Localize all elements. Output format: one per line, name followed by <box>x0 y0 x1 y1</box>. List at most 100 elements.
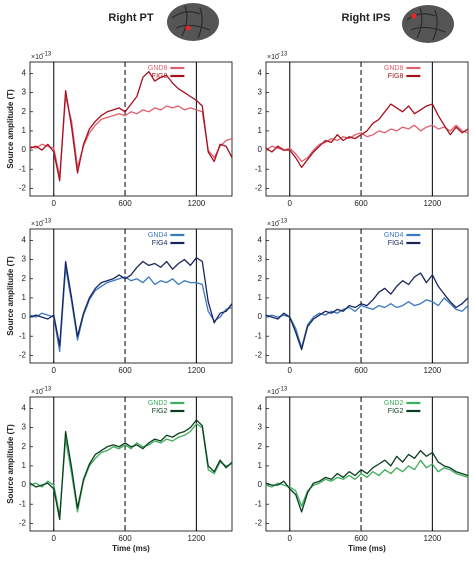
y-tick-label: -1 <box>19 164 27 173</box>
y-tick-label: -2 <box>255 350 263 359</box>
y-tick-label: 3 <box>258 255 263 264</box>
series-line <box>265 272 469 351</box>
legend-label: GND4 <box>148 232 168 239</box>
series-line <box>265 124 469 163</box>
y-tick-label: 2 <box>258 274 263 283</box>
legend-label: FIG4 <box>152 240 168 247</box>
series-line <box>265 297 469 349</box>
y-tick-label: 2 <box>258 442 263 451</box>
y-tick-label: -1 <box>19 331 27 340</box>
y-scale-exponent: −13 <box>41 52 52 58</box>
series-line <box>265 459 469 507</box>
legend-label: GND2 <box>384 400 404 407</box>
y-scale-base: ×10 <box>267 54 279 61</box>
y-tick-label: 1 <box>22 293 27 302</box>
x-tick-label: 0 <box>288 199 293 208</box>
y-tick-label: -2 <box>255 518 263 527</box>
legend-label: GND2 <box>148 400 168 407</box>
legend-label: FIG8 <box>152 73 168 80</box>
y-tick-label: 3 <box>258 88 263 97</box>
y-tick-label: 3 <box>22 423 27 432</box>
series-line <box>265 449 469 513</box>
y-scale-base: ×10 <box>267 221 279 228</box>
y-scale-exponent: −13 <box>277 52 288 58</box>
x-tick-label: 1200 <box>423 199 441 208</box>
y-tick-label: 2 <box>22 274 27 283</box>
y-tick-label: 4 <box>22 236 27 245</box>
y-tick-label: -2 <box>19 183 27 192</box>
legend-label: FIG2 <box>152 408 168 415</box>
y-scale-base: ×10 <box>31 221 43 228</box>
y-tick-label: 0 <box>258 312 263 321</box>
y-tick-label: 0 <box>22 312 27 321</box>
y-tick-label: -2 <box>255 183 263 192</box>
y-axis-label: Source amplitude (T) <box>6 424 15 504</box>
series-line <box>29 257 233 347</box>
brain-icon <box>167 3 219 41</box>
y-scale-base: ×10 <box>31 389 43 396</box>
legend-label: FIG4 <box>388 240 404 247</box>
x-tick-label: 600 <box>354 534 368 543</box>
y-tick-label: 1 <box>258 126 263 135</box>
plot-frame <box>29 61 233 197</box>
series-line <box>29 419 233 521</box>
y-scale-base: ×10 <box>31 54 43 61</box>
series-line <box>29 70 233 182</box>
column-title: Right PT <box>108 12 153 24</box>
y-tick-label: 4 <box>258 236 263 245</box>
y-axis-label: Source amplitude (T) <box>6 256 15 336</box>
x-tick-label: 600 <box>118 534 132 543</box>
y-tick-label: 0 <box>258 480 263 489</box>
x-tick-label: 1200 <box>187 534 205 543</box>
x-tick-label: 1200 <box>187 366 205 375</box>
series-line <box>265 103 469 168</box>
y-tick-label: 3 <box>22 255 27 264</box>
brain-icon <box>402 5 454 43</box>
y-tick-label: 2 <box>258 107 263 116</box>
x-tick-label: 1200 <box>423 534 441 543</box>
x-tick-label: 0 <box>288 534 293 543</box>
y-tick-label: 1 <box>258 293 263 302</box>
plot-frame <box>265 396 469 532</box>
y-tick-label: 3 <box>258 423 263 432</box>
y-scale-exponent: −13 <box>41 387 52 393</box>
y-tick-label: 1 <box>22 461 27 470</box>
legend-label: GND8 <box>148 65 168 72</box>
legend-label: FIG8 <box>388 73 404 80</box>
plot-frame <box>265 228 469 364</box>
y-tick-label: 2 <box>22 107 27 116</box>
x-axis-label: Time (ms) <box>112 544 150 553</box>
y-scale-exponent: −13 <box>41 219 52 225</box>
x-tick-label: 600 <box>118 199 132 208</box>
y-tick-label: -2 <box>19 518 27 527</box>
x-axis-label: Time (ms) <box>348 544 386 553</box>
x-tick-label: 0 <box>288 366 293 375</box>
y-tick-label: -1 <box>255 164 263 173</box>
y-scale-exponent: −13 <box>277 219 288 225</box>
plot-frame <box>29 228 233 364</box>
y-tick-label: 4 <box>258 404 263 413</box>
y-tick-label: 3 <box>22 88 27 97</box>
legend-label: GND4 <box>384 232 404 239</box>
y-tick-label: 1 <box>22 126 27 135</box>
x-tick-label: 0 <box>52 366 57 375</box>
y-tick-label: 4 <box>258 69 263 78</box>
column-title: Right IPS <box>342 12 391 24</box>
x-tick-label: 1200 <box>187 199 205 208</box>
x-tick-label: 0 <box>52 534 57 543</box>
y-tick-label: -2 <box>19 350 27 359</box>
y-tick-label: 0 <box>22 145 27 154</box>
y-tick-label: 2 <box>22 442 27 451</box>
y-tick-label: 4 <box>22 69 27 78</box>
y-tick-label: -1 <box>19 499 27 508</box>
y-tick-label: -1 <box>255 499 263 508</box>
y-tick-label: -1 <box>255 331 263 340</box>
y-axis-label: Source amplitude (T) <box>6 89 15 169</box>
y-scale-base: ×10 <box>267 389 279 396</box>
y-tick-label: 4 <box>22 404 27 413</box>
y-scale-exponent: −13 <box>277 387 288 393</box>
legend-label: FIG2 <box>388 408 404 415</box>
x-tick-label: 600 <box>354 366 368 375</box>
x-tick-label: 600 <box>118 366 132 375</box>
